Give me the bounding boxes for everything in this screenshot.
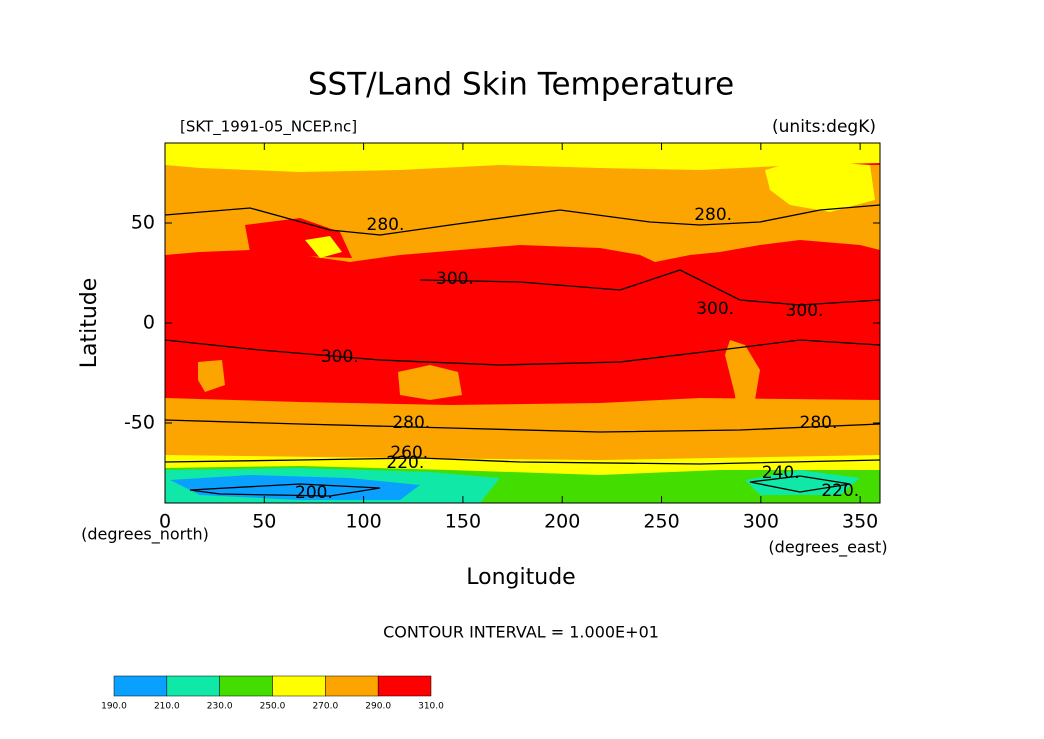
colorbar-box (166, 675, 220, 697)
x-unit-label: (degrees_east) (768, 538, 887, 558)
contour-line (164, 457, 881, 465)
colorbar-label: 190.0 (101, 702, 127, 712)
x-axis-label: Longitude (466, 565, 575, 590)
colorbar-box (325, 675, 379, 697)
contour-label: 280. (800, 413, 838, 433)
contour-label: 300. (321, 347, 359, 367)
contour-line (164, 339, 881, 366)
map (164, 143, 881, 503)
region-fill (745, 470, 860, 495)
chart-title: SST/Land Skin Temperature (308, 67, 734, 103)
contour-label: 220. (821, 481, 859, 501)
subtitle: [SKT_1991-05_NCEP.nc] (180, 118, 357, 137)
x-tick-label: 0 (159, 511, 171, 533)
region-fill (198, 360, 225, 392)
x-tick-label: 350 (842, 511, 878, 533)
colorbar-box (113, 675, 168, 697)
colorbar-label: 250.0 (260, 702, 286, 712)
y-tick-label: 50 (131, 212, 155, 234)
colorbar-box (272, 675, 326, 697)
contour-label: 300. (696, 299, 734, 319)
contour-line (164, 419, 881, 433)
colorbar-label: 210.0 (154, 702, 180, 712)
region-fill (765, 160, 875, 212)
colorbar-label: 270.0 (312, 702, 338, 712)
contour-line (749, 475, 851, 493)
x-tick-label: 100 (345, 511, 381, 533)
colorbar-box (219, 675, 273, 697)
contour-label: 240. (762, 463, 800, 483)
contour-line (419, 269, 881, 306)
region-fill (305, 236, 342, 258)
units-label: (units:degK) (772, 117, 876, 137)
y-tick-label: -50 (124, 412, 155, 434)
y-axis-label: Latitude (77, 278, 102, 369)
contour-label: 200. (295, 483, 333, 503)
contour-interval: CONTOUR INTERVAL = 1.000E+01 (383, 623, 659, 642)
contour-label: 280. (694, 205, 732, 225)
contour-label: 220. (386, 453, 424, 473)
contour-label: 280. (367, 215, 405, 235)
region-fill (165, 165, 880, 262)
x-tick-label: 250 (643, 511, 679, 533)
colorbar-label: 290.0 (365, 702, 391, 712)
contour-label: 300. (436, 269, 474, 289)
contour-label: 300. (786, 301, 824, 321)
contour-line (164, 204, 881, 236)
y-tick-label: 0 (143, 312, 155, 334)
colorbar-label: 310.0 (418, 702, 444, 712)
contour-label: 260. (390, 443, 428, 463)
region-fill (165, 143, 880, 172)
x-tick-label: 150 (445, 511, 481, 533)
x-tick-label: 300 (743, 511, 779, 533)
colorbar-box (377, 675, 432, 697)
contour-line (189, 483, 381, 497)
x-tick-label: 50 (252, 511, 276, 533)
x-tick-label: 200 (544, 511, 580, 533)
colorbar-label: 230.0 (207, 702, 233, 712)
region-fill (398, 365, 462, 400)
contour-label: 280. (392, 413, 430, 433)
y-unit-label: (degrees_north) (81, 525, 209, 545)
